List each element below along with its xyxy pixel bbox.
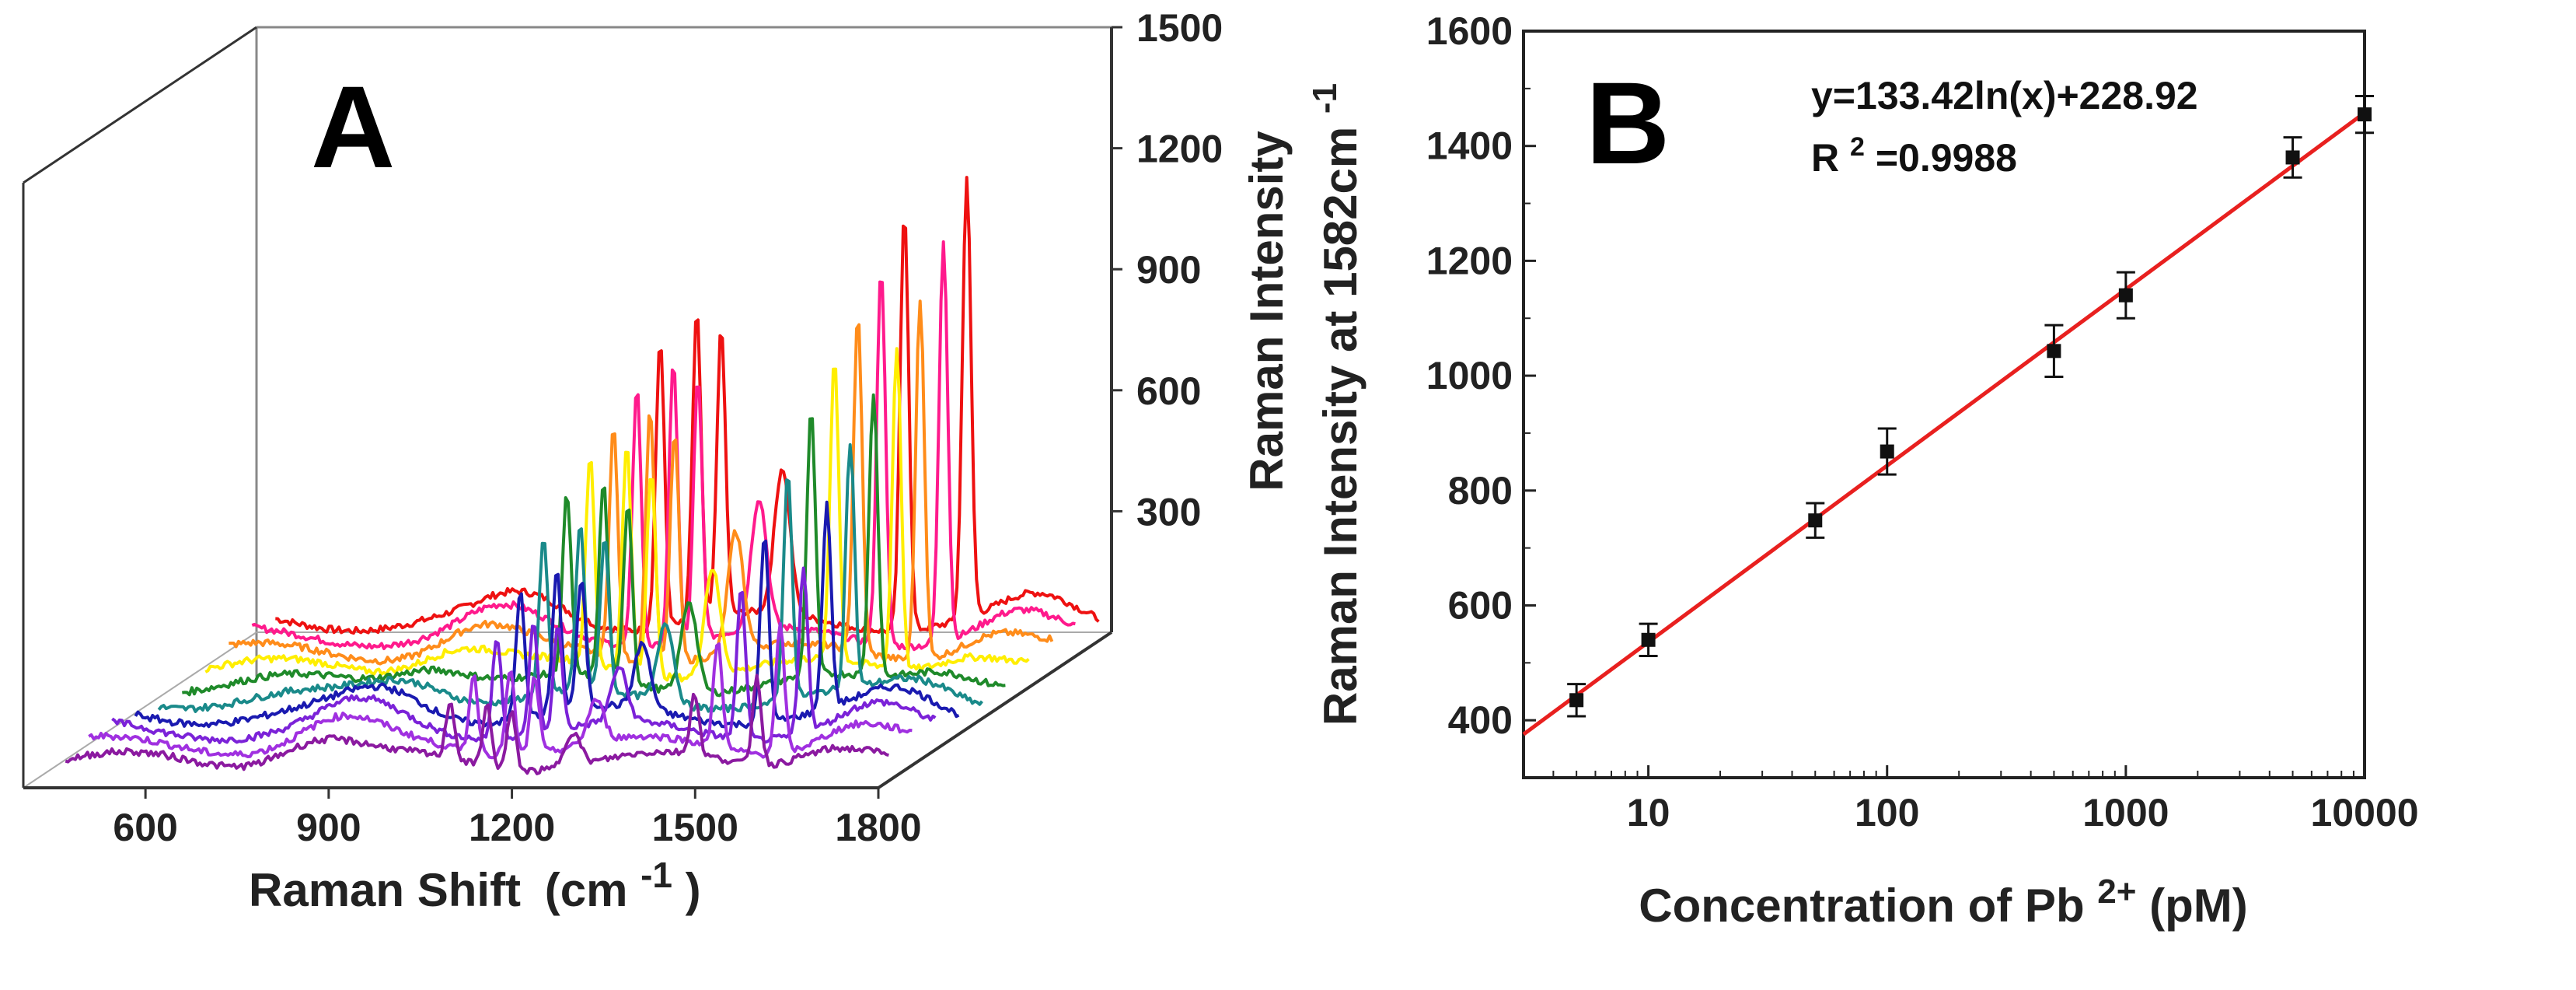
point-marker: [1569, 693, 1584, 708]
plot-frame: [1522, 30, 2366, 779]
data-point: [2355, 94, 2374, 135]
panel-b-x-label: Concentration of Pb 2+ (pM): [1639, 861, 2247, 932]
data-point: [2116, 271, 2135, 320]
spectrum-line: [157, 443, 983, 713]
y-tick-label: 600: [1448, 583, 1513, 627]
z-tick-label: 900: [1136, 248, 1201, 292]
point-marker: [2285, 150, 2300, 165]
x-label-unit: (pM): [2149, 880, 2248, 932]
r2-prefix: R: [1811, 136, 1839, 180]
r2-exponent: 2: [1850, 132, 1865, 162]
spectrum-line: [134, 500, 960, 729]
box-bottom-left-diagonal: [23, 631, 257, 789]
x-label-exponent: 2+: [2097, 873, 2136, 911]
x-tick-label: 1200: [469, 806, 555, 849]
data-point: [2283, 136, 2302, 179]
x-label-main: Concentration of Pb: [1639, 880, 2084, 932]
spectrum-line: [88, 621, 913, 760]
y-tick-label: 1400: [1426, 124, 1513, 168]
y-tick-label: 400: [1448, 698, 1513, 742]
data-point: [1639, 622, 1658, 657]
spectrum-line: [251, 240, 1076, 652]
panel-b-calibration: 400 600 800 1000 1200 1400 1600 10 100 1000 10000…: [1306, 9, 2419, 932]
point-marker: [2047, 344, 2061, 359]
x-tick-label: 1000: [2082, 791, 2169, 834]
r2-value: =0.9988: [1876, 136, 2017, 180]
z-axis-ticks: 300 600 900 1200 1500: [1112, 6, 1223, 533]
x-tick-label: 10000: [2310, 791, 2418, 834]
data-point: [1806, 502, 1825, 539]
panel-a-3d-spectra: 600 900 1200 1500 1800 300 600 900 1200 1500 A R…: [22, 6, 1293, 916]
panel-b-letter: B: [1586, 58, 1670, 188]
y-tick-label: 800: [1448, 469, 1513, 512]
point-marker: [2358, 107, 2372, 122]
y-label-main: Raman Intensity at 1582cm: [1314, 127, 1367, 726]
x-tick-label: 100: [1855, 791, 1919, 834]
r-squared: R 2 =0.9988: [1811, 121, 2017, 180]
spectrum-line: [204, 347, 1030, 683]
x-tick-label: 900: [296, 806, 361, 849]
point-marker: [2118, 288, 2133, 303]
x-label-exponent: -1: [641, 855, 672, 895]
y-tick-label: 1600: [1426, 9, 1513, 53]
data-point: [1567, 683, 1586, 718]
fit-equation: y=133.42ln(x)+228.92: [1811, 74, 2198, 117]
point-marker: [1880, 444, 1894, 459]
data-point: [2044, 324, 2064, 379]
y-label-exponent: -1: [1306, 83, 1344, 114]
spectrum-line: [181, 393, 1006, 698]
panel-a-letter: A: [311, 61, 395, 192]
x-tick-label: 10: [1627, 791, 1670, 834]
spectrum-line: [65, 673, 889, 775]
x-label-main: Raman Shift: [249, 864, 521, 916]
fit-line: [1522, 111, 2366, 736]
y-tick-label: 1200: [1426, 239, 1513, 282]
panel-b-y-label: Raman Intensity at 1582cm -1: [1306, 83, 1367, 726]
spectra-series: [65, 176, 1100, 775]
z-tick-label: 300: [1136, 490, 1201, 533]
panel-a-y-label: Raman Intensity: [1241, 131, 1293, 492]
point-marker: [1641, 632, 1656, 647]
y-axis-ticks: 400 600 800 1000 1200 1400 1600: [1426, 9, 1536, 778]
spectrum-line: [229, 299, 1054, 666]
x-label-close: ): [686, 864, 701, 916]
x-tick-label: 1500: [652, 806, 738, 849]
box-bottom-right-diagonal: [877, 631, 1113, 789]
panel-a-x-label: Raman Shift (cm -1 ): [249, 845, 701, 916]
data-points: [1567, 94, 2374, 718]
z-tick-label: 1500: [1136, 6, 1223, 50]
spectrum-line: [275, 176, 1100, 635]
spectrum-line: [111, 566, 937, 744]
z-tick-label: 600: [1136, 369, 1201, 413]
z-tick-label: 1200: [1136, 128, 1223, 171]
x-axis-ticks: 600 900 1200 1500 1800: [113, 788, 922, 849]
x-axis-ticks: 10 100 1000 10000: [1523, 765, 2419, 834]
x-tick-label: 600: [113, 806, 177, 849]
x-tick-label: 1800: [835, 806, 921, 849]
box-left-top-diagonal: [23, 26, 257, 184]
fit-line-path: [1522, 111, 2366, 736]
y-tick-label: 1000: [1426, 354, 1513, 397]
x-label-unit: (cm: [545, 864, 628, 916]
data-point: [1877, 427, 1897, 476]
point-marker: [1808, 513, 1823, 528]
